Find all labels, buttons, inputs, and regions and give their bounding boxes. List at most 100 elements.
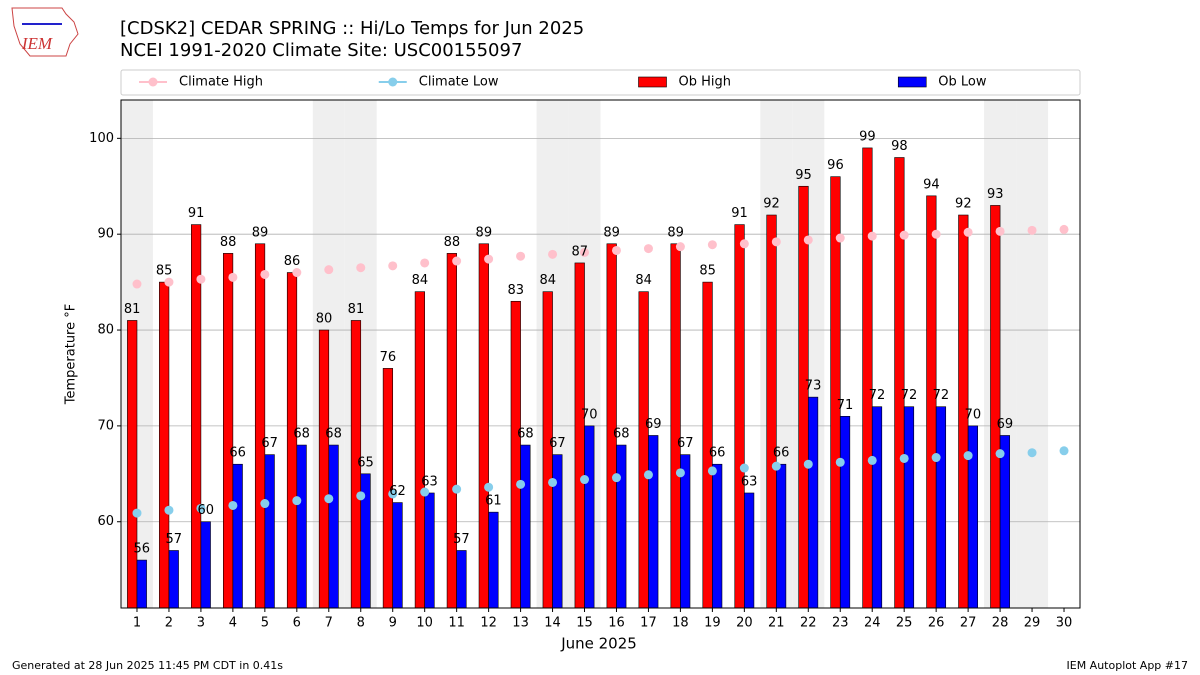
bar <box>712 463 723 609</box>
bar <box>168 550 179 609</box>
data-label: 63 <box>741 474 758 489</box>
point <box>452 484 462 494</box>
x-tick-label: 6 <box>293 616 301 631</box>
point <box>835 457 845 467</box>
point <box>228 500 238 510</box>
point <box>388 261 398 271</box>
x-tick-label: 29 <box>1024 616 1041 631</box>
data-label: 98 <box>891 139 908 154</box>
legend-swatch <box>638 76 667 88</box>
bar <box>456 550 467 609</box>
x-tick-label: 27 <box>960 616 977 631</box>
point <box>995 226 1005 236</box>
x-tick-label: 10 <box>416 616 433 631</box>
bar <box>159 281 170 609</box>
bar <box>999 435 1010 609</box>
bar <box>798 185 809 609</box>
bar <box>638 291 649 609</box>
x-tick-label: 11 <box>448 616 465 631</box>
point <box>707 466 717 476</box>
footer-right: IEM Autoplot App #17 <box>1067 659 1189 672</box>
point <box>132 508 142 518</box>
point <box>196 503 206 513</box>
data-label: 88 <box>444 235 461 250</box>
point <box>484 482 494 492</box>
data-label: 99 <box>859 129 876 144</box>
point <box>420 258 430 268</box>
bar <box>648 435 659 609</box>
x-tick-label: 4 <box>229 616 237 631</box>
data-label: 67 <box>549 436 566 451</box>
point <box>484 254 494 264</box>
bar <box>871 406 883 609</box>
x-axis-label: June 2025 <box>560 635 637 653</box>
bar <box>616 444 627 609</box>
logo: IEM <box>11 7 79 57</box>
bar <box>766 214 777 609</box>
bar <box>744 492 755 609</box>
point <box>580 247 590 257</box>
bar <box>903 406 915 609</box>
legend-label: Climate Low <box>419 75 499 90</box>
data-label: 66 <box>773 446 790 461</box>
x-tick-label: 1 <box>133 616 141 631</box>
point <box>356 263 366 273</box>
bar <box>935 406 947 609</box>
bar <box>670 243 681 609</box>
data-label: 67 <box>677 436 694 451</box>
point <box>931 229 941 239</box>
x-tick-label: 12 <box>480 616 497 631</box>
data-label: 96 <box>827 158 844 173</box>
data-label: 84 <box>635 273 652 288</box>
data-label: 81 <box>348 302 365 317</box>
bar <box>424 492 435 609</box>
logo-outline <box>11 7 79 57</box>
x-tick-label: 9 <box>389 616 397 631</box>
bar <box>990 205 1001 609</box>
data-label: 93 <box>987 187 1004 202</box>
x-tick-label: 22 <box>800 616 817 631</box>
bar <box>328 444 339 609</box>
data-label: 70 <box>581 407 598 422</box>
bar <box>264 454 275 609</box>
data-label: 73 <box>805 379 822 394</box>
data-label: 70 <box>965 407 982 422</box>
point <box>196 274 206 284</box>
point <box>867 455 877 465</box>
legend-label: Ob High <box>679 75 732 90</box>
point <box>931 453 941 463</box>
data-label: 56 <box>134 542 151 557</box>
y-axis-label: Temperature °F <box>64 304 79 405</box>
data-label: 69 <box>645 417 662 432</box>
data-label: 91 <box>731 206 748 221</box>
point <box>356 491 366 501</box>
data-label: 92 <box>763 197 780 212</box>
y-tick-label: 80 <box>97 323 114 338</box>
point <box>643 244 653 254</box>
bar <box>296 444 307 609</box>
x-tick-label: 14 <box>544 616 561 631</box>
point <box>1027 225 1037 235</box>
bar <box>862 147 873 609</box>
x-tick-label: 30 <box>1056 616 1073 631</box>
data-label: 85 <box>699 264 716 279</box>
data-label: 83 <box>508 283 525 298</box>
point <box>324 265 334 275</box>
data-label: 92 <box>955 197 972 212</box>
point <box>803 459 813 469</box>
point <box>580 475 590 485</box>
point <box>963 227 973 237</box>
point <box>899 230 909 240</box>
point <box>771 461 781 471</box>
x-tick-label: 17 <box>640 616 657 631</box>
bar <box>734 224 745 609</box>
bar <box>414 291 425 609</box>
footer-left: Generated at 28 Jun 2025 11:45 PM CDT in… <box>12 659 283 672</box>
x-tick-label: 13 <box>512 616 529 631</box>
point <box>995 449 1005 459</box>
point <box>164 277 174 287</box>
point <box>292 268 302 278</box>
point <box>771 237 781 247</box>
chart-subtitle: NCEI 1991-2020 Climate Site: USC00155097 <box>120 40 522 61</box>
